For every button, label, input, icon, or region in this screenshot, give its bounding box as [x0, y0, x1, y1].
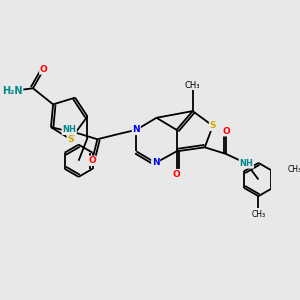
Text: NH: NH [239, 159, 253, 168]
Text: N: N [133, 125, 140, 134]
Text: N: N [152, 158, 160, 167]
Text: O: O [40, 65, 48, 74]
Text: CH₃: CH₃ [185, 81, 200, 90]
Text: O: O [88, 156, 96, 165]
Text: H₂N: H₂N [2, 86, 22, 96]
Text: S: S [67, 135, 74, 144]
Text: O: O [173, 170, 181, 179]
Text: NH: NH [62, 125, 76, 134]
Text: O: O [222, 127, 230, 136]
Text: CH₃: CH₃ [251, 210, 266, 219]
Text: CH₃: CH₃ [288, 165, 300, 174]
Text: S: S [210, 121, 216, 130]
